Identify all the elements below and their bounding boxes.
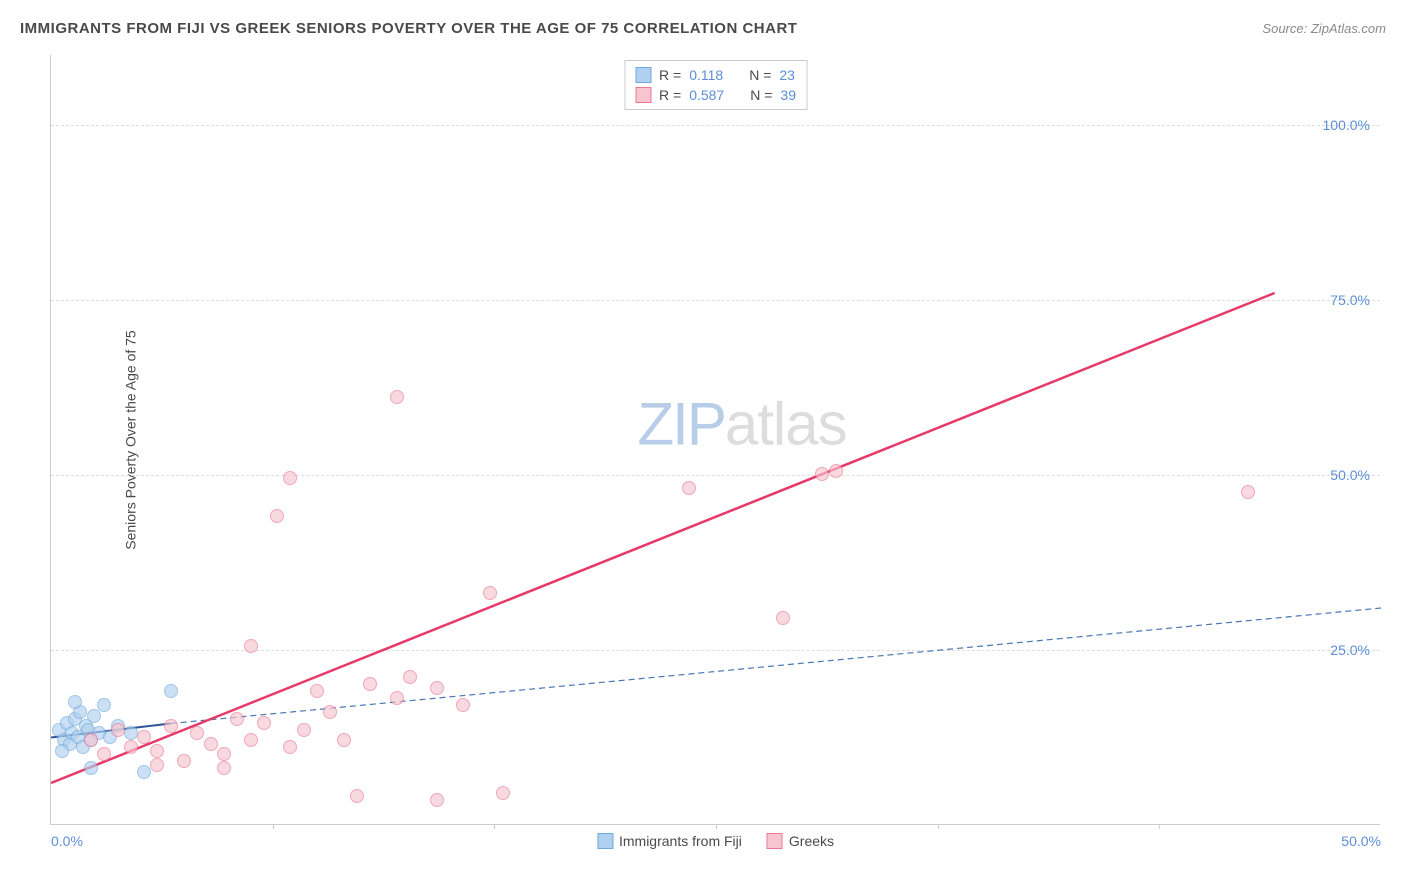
scatter-point-fiji xyxy=(84,761,98,775)
greeks-label: Greeks xyxy=(789,833,834,849)
scatter-point-greeks xyxy=(177,754,191,768)
scatter-point-greeks xyxy=(190,726,204,740)
r-label: R = xyxy=(659,67,681,83)
scatter-point-greeks xyxy=(682,481,696,495)
scatter-point-greeks xyxy=(111,723,125,737)
fiji-n-value: 23 xyxy=(779,67,795,83)
scatter-point-greeks xyxy=(124,740,138,754)
scatter-point-greeks xyxy=(283,471,297,485)
scatter-point-fiji xyxy=(137,765,151,779)
scatter-point-greeks xyxy=(137,730,151,744)
x-minor-tick xyxy=(494,824,495,829)
x-minor-tick xyxy=(1159,824,1160,829)
scatter-point-greeks xyxy=(430,793,444,807)
scatter-point-greeks xyxy=(363,677,377,691)
scatter-point-greeks xyxy=(297,723,311,737)
source-label: Source: xyxy=(1262,21,1307,36)
scatter-point-greeks xyxy=(217,747,231,761)
scatter-point-greeks xyxy=(150,758,164,772)
greeks-swatch-bottom xyxy=(767,833,783,849)
legend-row-greeks: R = 0.587 N = 39 xyxy=(635,85,796,105)
scatter-point-greeks xyxy=(270,509,284,523)
x-tick-label: 0.0% xyxy=(51,833,83,849)
regression-line xyxy=(171,608,1381,724)
scatter-point-greeks xyxy=(244,639,258,653)
chart-title: IMMIGRANTS FROM FIJI VS GREEK SENIORS PO… xyxy=(20,20,797,37)
scatter-point-greeks xyxy=(150,744,164,758)
scatter-point-greeks xyxy=(97,747,111,761)
plot-area: Seniors Poverty Over the Age of 75 25.0%… xyxy=(50,55,1380,825)
source-value: ZipAtlas.com xyxy=(1311,21,1386,36)
legend-row-fiji: R = 0.118 N = 23 xyxy=(635,65,796,85)
scatter-point-fiji xyxy=(124,726,138,740)
source-attribution: Source: ZipAtlas.com xyxy=(1262,21,1386,36)
scatter-point-greeks xyxy=(776,611,790,625)
scatter-point-greeks xyxy=(337,733,351,747)
scatter-point-greeks xyxy=(403,670,417,684)
n-label: N = xyxy=(749,67,771,83)
scatter-point-greeks xyxy=(496,786,510,800)
greeks-n-value: 39 xyxy=(780,87,796,103)
x-minor-tick xyxy=(938,824,939,829)
fiji-r-value: 0.118 xyxy=(689,67,723,83)
scatter-point-greeks xyxy=(815,467,829,481)
x-minor-tick xyxy=(273,824,274,829)
scatter-point-greeks xyxy=(483,586,497,600)
scatter-point-greeks xyxy=(217,761,231,775)
x-tick-label: 50.0% xyxy=(1341,833,1381,849)
fiji-swatch-bottom xyxy=(597,833,613,849)
regression-lines xyxy=(51,55,1380,824)
scatter-point-greeks xyxy=(350,789,364,803)
regression-line xyxy=(51,293,1275,783)
scatter-point-greeks xyxy=(390,691,404,705)
scatter-point-greeks xyxy=(257,716,271,730)
scatter-point-greeks xyxy=(230,712,244,726)
fiji-label: Immigrants from Fiji xyxy=(619,833,742,849)
x-minor-tick xyxy=(716,824,717,829)
scatter-point-greeks xyxy=(390,390,404,404)
scatter-point-greeks xyxy=(310,684,324,698)
legend-item-greeks: Greeks xyxy=(767,833,834,849)
scatter-point-fiji xyxy=(87,709,101,723)
scatter-point-fiji xyxy=(97,698,111,712)
scatter-point-fiji xyxy=(55,744,69,758)
scatter-point-greeks xyxy=(430,681,444,695)
scatter-point-greeks xyxy=(164,719,178,733)
scatter-point-greeks xyxy=(283,740,297,754)
scatter-point-fiji xyxy=(68,695,82,709)
scatter-point-greeks xyxy=(323,705,337,719)
scatter-point-greeks xyxy=(1241,485,1255,499)
chart-header: IMMIGRANTS FROM FIJI VS GREEK SENIORS PO… xyxy=(20,20,1386,37)
correlation-legend: R = 0.118 N = 23 R = 0.587 N = 39 xyxy=(624,60,807,110)
series-legend: Immigrants from Fiji Greeks xyxy=(597,833,834,849)
scatter-point-fiji xyxy=(164,684,178,698)
greeks-r-value: 0.587 xyxy=(689,87,724,103)
scatter-point-greeks xyxy=(84,733,98,747)
fiji-swatch xyxy=(635,67,651,83)
scatter-point-greeks xyxy=(456,698,470,712)
n-label-2: N = xyxy=(750,87,772,103)
scatter-point-greeks xyxy=(244,733,258,747)
scatter-point-greeks xyxy=(204,737,218,751)
greeks-swatch xyxy=(635,87,651,103)
r-label-2: R = xyxy=(659,87,681,103)
scatter-point-greeks xyxy=(829,464,843,478)
legend-item-fiji: Immigrants from Fiji xyxy=(597,833,742,849)
